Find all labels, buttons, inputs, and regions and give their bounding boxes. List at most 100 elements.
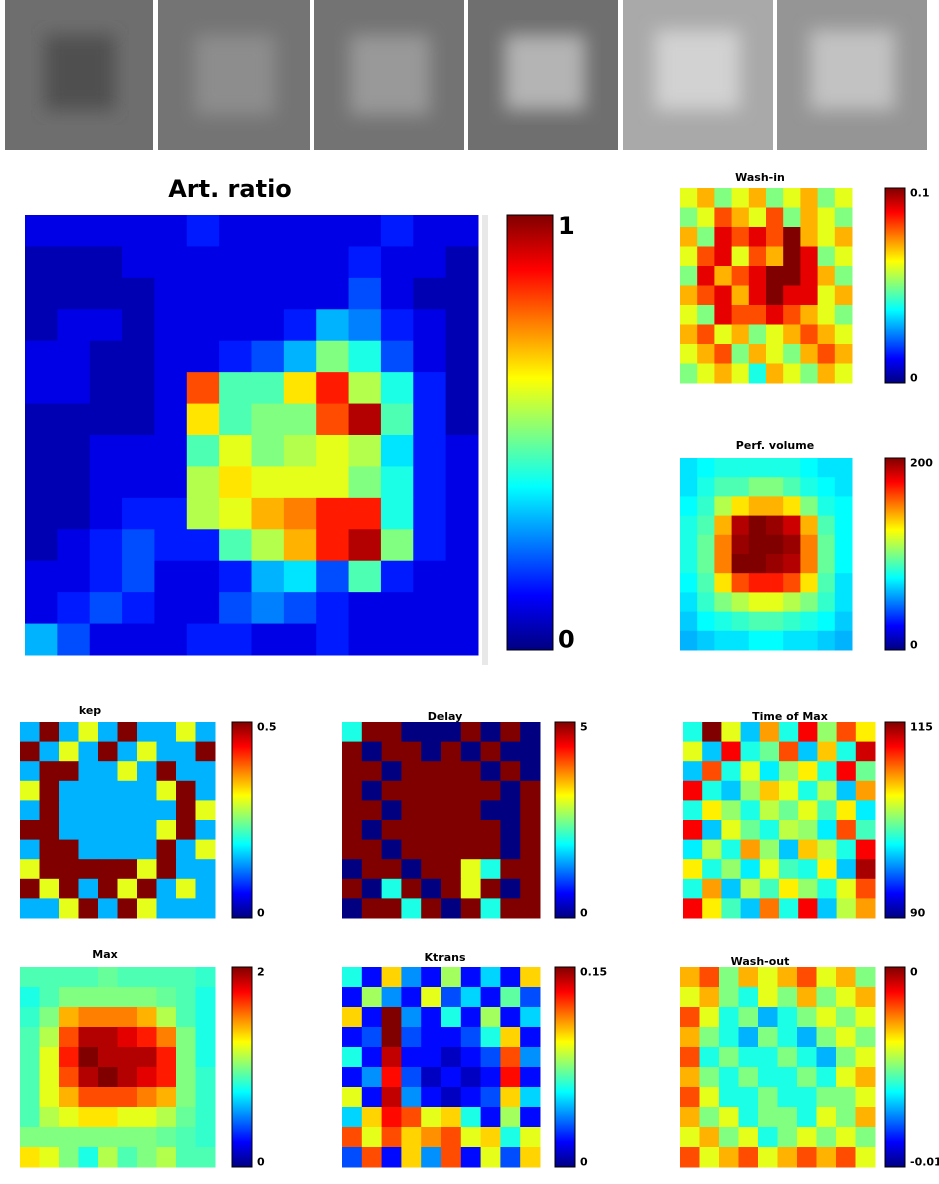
heatmap-cell: [137, 820, 157, 840]
heatmap-cell: [40, 1027, 60, 1048]
heatmap-cell: [382, 859, 402, 879]
heatmap-cell: [818, 612, 836, 632]
heatmap-cell: [401, 1047, 421, 1068]
heatmap-cell: [680, 967, 700, 988]
heatmap-cell: [196, 1007, 216, 1028]
heatmap-cell: [520, 1067, 540, 1088]
heatmap-cell: [500, 859, 520, 879]
heatmap-cell: [800, 227, 818, 247]
heatmap-cell: [342, 1067, 362, 1088]
heatmap-cell: [382, 1087, 402, 1108]
heatmap-cell: [749, 325, 767, 345]
heatmap-cell: [25, 309, 58, 341]
heatmap-cell: [187, 435, 220, 467]
heatmap-cell: [59, 898, 79, 918]
heatmap-cell: [680, 344, 698, 364]
heatmap-cell: [79, 1147, 99, 1168]
heatmap-cell: [697, 344, 715, 364]
heatmap-cell: [157, 820, 177, 840]
heatmap-cell: [40, 722, 60, 742]
heatmap-cell: [835, 344, 853, 364]
heatmap-cell: [98, 761, 118, 781]
heatmap-cell: [98, 840, 118, 860]
heatmap-cell: [20, 967, 40, 988]
heatmap-cell: [697, 592, 715, 612]
heatmap-cell: [835, 612, 853, 632]
heatmap-cell: [817, 1127, 837, 1148]
heatmap-cell: [157, 840, 177, 860]
heatmap-cell: [79, 879, 99, 899]
heatmap-cell: [362, 1147, 382, 1168]
heatmap-cell: [187, 592, 220, 624]
heatmap-cell: [118, 898, 138, 918]
heatmap-cell: [481, 898, 501, 918]
heatmap-cell: [137, 1107, 157, 1128]
heatmap-cell: [157, 967, 177, 988]
heatmap-cell: [702, 879, 722, 899]
heatmap-cell: [500, 761, 520, 781]
heatmap-cell: [154, 529, 187, 561]
heatmap-cell: [680, 188, 698, 208]
heatmap-cell: [196, 967, 216, 988]
heatmap-cell: [461, 1007, 481, 1028]
heatmap-cell: [401, 1087, 421, 1108]
heatmap-cell: [680, 1027, 700, 1048]
heatmap-cell: [90, 309, 123, 341]
heatmap-cell: [835, 554, 853, 574]
heatmap-cell: [680, 1147, 700, 1168]
heatmap-cell: [835, 188, 853, 208]
heatmap-cell: [137, 742, 157, 762]
heatmap-cell: [98, 1027, 118, 1048]
heatmap-cell: [401, 722, 421, 742]
heatmap-cell: [118, 800, 138, 820]
heatmap-cell: [702, 742, 722, 762]
heatmap-cell: [749, 208, 767, 228]
heatmap-cell: [401, 859, 421, 879]
heatmap-cell: [741, 742, 761, 762]
heatmap-cell: [446, 561, 479, 593]
heatmap-cell: [758, 1067, 778, 1088]
heatmap-cell: [252, 246, 285, 278]
heatmap-cell: [697, 496, 715, 516]
heatmap-cell: [176, 1047, 196, 1068]
heatmap-cell: [817, 987, 837, 1008]
heatmap-cell: [118, 761, 138, 781]
heatmap-cell: [702, 859, 722, 879]
heatmap-cell: [20, 742, 40, 762]
heatmap-cell: [446, 592, 479, 624]
heatmap-cell: [719, 1047, 739, 1068]
heatmap-cell: [154, 404, 187, 436]
heatmap-cell: [137, 859, 157, 879]
heatmap-cell: [798, 879, 818, 899]
heatmap-cell: [401, 1027, 421, 1048]
heatmap-cell: [196, 781, 216, 801]
heatmap-cell: [446, 529, 479, 561]
heatmap-cell: [381, 404, 414, 436]
heatmap-cell: [702, 722, 722, 742]
heatmap-cell: [349, 624, 382, 656]
heatmap-cell: [818, 496, 836, 516]
heatmap-cell: [783, 631, 801, 651]
heatmap-cell: [401, 1007, 421, 1028]
colorbar: [507, 215, 553, 650]
heatmap-cell: [40, 987, 60, 1008]
heatmap-cell: [739, 1147, 759, 1168]
heatmap-cell: [20, 1047, 40, 1068]
heatmap-cell: [856, 879, 876, 899]
heatmap-cell: [520, 1087, 540, 1108]
heatmap-cell: [157, 781, 177, 801]
heatmap-cell: [836, 987, 856, 1008]
heatmap-cell: [714, 325, 732, 345]
heatmap-cell: [413, 529, 446, 561]
heatmap-cell: [836, 1147, 856, 1168]
heatmap-cell: [817, 1107, 837, 1128]
heatmap-cell: [741, 859, 761, 879]
heatmap-cell: [157, 722, 177, 742]
heatmap-cell: [721, 898, 741, 918]
heatmap-cell: [500, 1067, 520, 1088]
heatmap-cell: [783, 477, 801, 497]
heatmap-cell: [401, 1067, 421, 1088]
heatmap-cell: [79, 898, 99, 918]
panel-title: Wash-in: [735, 171, 785, 184]
colorbar: [555, 967, 575, 1167]
